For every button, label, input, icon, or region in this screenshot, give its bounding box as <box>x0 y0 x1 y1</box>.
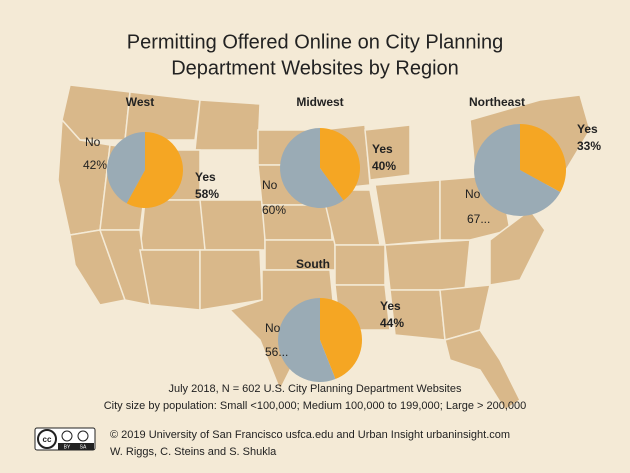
slice-value: 58% <box>195 187 219 201</box>
slice-value: 33% <box>577 139 601 153</box>
pie-slice <box>278 298 336 382</box>
slice-value: 44% <box>380 316 404 330</box>
pie-slice <box>320 128 361 201</box>
slice-category: No <box>85 135 101 149</box>
slice-category: Yes <box>372 142 393 156</box>
badge-circle <box>37 429 57 449</box>
slice-category: Yes <box>380 299 401 313</box>
slice-category: Yes <box>195 170 216 184</box>
title-line: Permitting Offered Online on City Planni… <box>127 31 504 53</box>
slice-value: 60% <box>262 203 286 217</box>
slice-value: 67... <box>467 212 490 226</box>
pie-title: Northeast <box>469 95 525 109</box>
credit: © 2019 University of San Francisco usfca… <box>110 429 510 441</box>
slice-value: 42% <box>83 158 107 172</box>
slice-value: 40% <box>372 159 396 173</box>
slice-category: No <box>265 321 281 335</box>
slice-category: No <box>262 178 278 192</box>
pie-slice <box>320 298 363 380</box>
pie-slice <box>107 132 145 204</box>
pie-slice <box>473 124 561 217</box>
pie-title: West <box>126 95 154 109</box>
badge-icon <box>61 430 73 442</box>
note: City size by population: Small <100,000;… <box>104 400 527 412</box>
credit: W. Riggs, C. Steins and S. Shukla <box>110 446 277 458</box>
badge-text: BY <box>64 444 71 450</box>
slice-category: Yes <box>577 122 598 136</box>
note: July 2018, N = 602 U.S. City Planning De… <box>169 383 462 395</box>
badge-text: cc <box>43 435 52 444</box>
pie-slice <box>520 124 566 193</box>
license-badge: cc BY SA <box>34 427 96 451</box>
title-line: Department Websites by Region <box>171 57 459 79</box>
pie-slice <box>280 128 344 208</box>
slice-category: No <box>465 187 481 201</box>
slice-value: 56... <box>265 345 288 359</box>
badge-strip <box>58 443 94 450</box>
pie-title: Midwest <box>296 95 343 109</box>
pie-slice <box>126 132 184 208</box>
badge-text: SA <box>80 444 87 450</box>
pie-title: South <box>296 257 330 271</box>
badge-icon <box>77 430 89 442</box>
